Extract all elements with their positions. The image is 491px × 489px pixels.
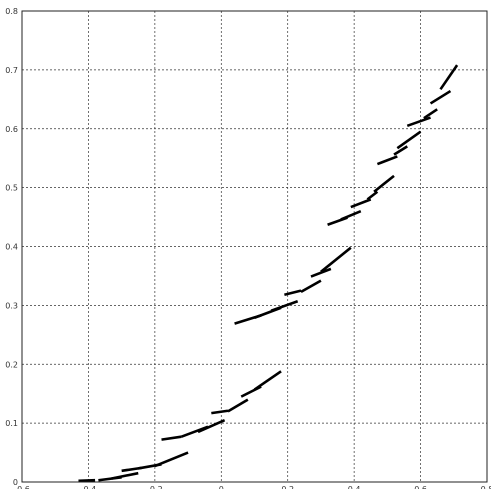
x-tick-label: 0.6: [414, 485, 427, 489]
series-segment: [227, 398, 249, 413]
y-tick-label: 0.1: [5, 419, 18, 428]
y-tick-label: 0.7: [5, 66, 18, 75]
series-segment: [284, 289, 302, 297]
series-segment: [253, 370, 282, 391]
y-tick-label: 0.2: [5, 360, 18, 369]
x-tick-label: 0.4: [348, 485, 361, 489]
series-segment: [161, 435, 182, 441]
series-segment: [197, 418, 226, 434]
y-tick-label: 0: [13, 478, 18, 487]
x-tick-label: 0.2: [281, 485, 294, 489]
series-segment: [320, 246, 352, 273]
y-tick-label: 0.5: [5, 184, 18, 193]
y-tick-label: 0.4: [5, 243, 18, 252]
series-segment: [154, 451, 189, 468]
series-segment: [376, 155, 398, 166]
series-segment: [423, 108, 438, 120]
x-tick-label: -0.6: [14, 485, 30, 489]
series-segment: [78, 478, 96, 483]
x-tick-label: -0.2: [147, 485, 163, 489]
series-segment: [270, 300, 299, 312]
series-segment: [111, 471, 139, 480]
series-segment: [340, 209, 362, 221]
series-segment: [439, 64, 459, 91]
series-segment: [211, 409, 229, 415]
series-segment: [366, 190, 379, 201]
data-series: [78, 64, 459, 483]
grid-lines: [22, 11, 487, 482]
series-segment: [429, 89, 452, 105]
series-segment: [350, 198, 372, 209]
tick-labels: -0.6 -0.4 -0.2 0 0.2 0.4 0.6 0.8 0 0.1 0.2 0.3 0.4 0.…: [5, 7, 491, 489]
series-segment: [393, 145, 408, 156]
series-segment: [406, 116, 431, 128]
series-segment: [373, 174, 395, 193]
series-segment: [300, 279, 322, 293]
y-tick-label: 0.8: [5, 7, 18, 16]
y-tick-label: 0.6: [5, 125, 18, 134]
x-tick-label: 0: [219, 485, 224, 489]
y-tick-label: 0.3: [5, 301, 18, 310]
series-segment: [396, 130, 422, 150]
series-segment: [310, 267, 332, 278]
x-tick-label: 0.8: [481, 485, 491, 489]
x-tick-label: -0.4: [81, 485, 97, 489]
plot-frame: [21, 10, 488, 483]
